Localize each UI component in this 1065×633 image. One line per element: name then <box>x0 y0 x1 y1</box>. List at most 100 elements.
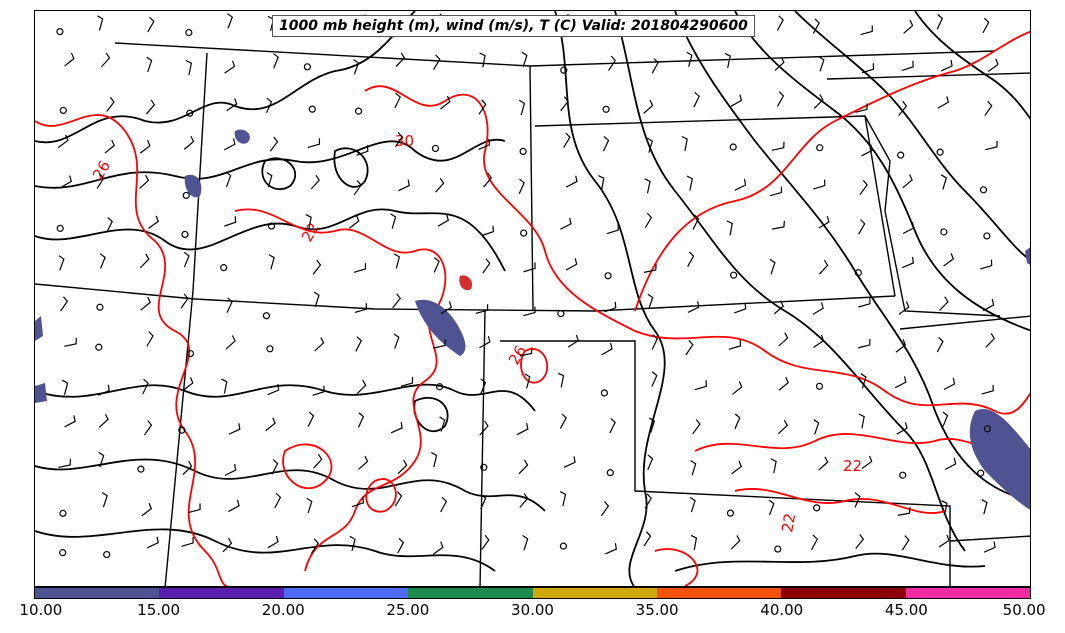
wind-barb <box>813 179 826 190</box>
wind-barb <box>566 175 578 188</box>
wind-barb <box>902 174 913 189</box>
wind-barb <box>147 536 159 549</box>
wind-barb <box>903 19 914 34</box>
wind-barb <box>859 179 868 196</box>
wind-barb <box>731 460 743 475</box>
wind-barb <box>563 132 571 148</box>
wind-barb <box>440 95 451 110</box>
wind-barb <box>861 144 873 157</box>
shade-patch <box>184 174 202 198</box>
map-panel: 26 30 22 26 22 22 <box>34 10 1031 587</box>
wind-barb <box>724 52 731 68</box>
calm-wind-marker <box>730 271 738 279</box>
wind-barb <box>734 302 747 314</box>
wind-barb <box>356 145 369 156</box>
wind-barb <box>182 377 194 391</box>
calm-wind-marker <box>983 425 992 433</box>
wind-barb <box>606 224 619 235</box>
wind-barb <box>140 296 151 311</box>
calm-wind-marker <box>220 264 228 272</box>
wind-barb <box>776 15 784 31</box>
wind-barb <box>313 291 320 307</box>
wind-barb <box>141 502 153 517</box>
contour-label: 30 <box>395 132 414 150</box>
wind-barb <box>62 379 69 395</box>
wind-barb <box>99 253 106 269</box>
shade-patch <box>459 275 473 291</box>
wind-barb <box>390 213 397 229</box>
wind-barb <box>608 55 616 71</box>
wind-barb <box>185 59 193 76</box>
wind-barb <box>985 333 996 348</box>
wind-barb <box>57 134 69 149</box>
wind-barb <box>644 212 653 229</box>
wind-barb <box>730 535 741 550</box>
wind-barb <box>483 172 493 188</box>
wind-barb <box>223 138 236 151</box>
wind-barb <box>182 460 193 475</box>
wind-barb <box>433 257 440 273</box>
wind-barb <box>100 52 111 68</box>
wind-barb <box>897 507 911 516</box>
wind-barb <box>895 339 907 353</box>
map-title: 1000 mb height (m), wind (m/s), T (C) Va… <box>272 15 755 37</box>
wind-barb <box>183 135 195 150</box>
wind-barb <box>818 216 830 229</box>
wind-barb <box>769 186 783 197</box>
contour-labels: 26 30 22 26 22 22 <box>89 132 862 534</box>
map-canvas: 26 30 22 26 22 22 <box>35 11 1030 586</box>
wind-barb <box>734 413 741 429</box>
wind-barb <box>58 458 72 469</box>
wind-barb <box>267 535 279 549</box>
calm-wind-marker <box>602 105 610 113</box>
wind-barb <box>353 180 362 196</box>
shade-patch <box>415 299 466 356</box>
wind-barb <box>726 220 733 236</box>
wind-barb <box>356 379 367 395</box>
contour-label: 26 <box>89 157 114 183</box>
shade-patch <box>1025 247 1030 265</box>
wind-barb <box>941 500 948 516</box>
wind-barb <box>394 491 403 507</box>
wind-barb <box>557 372 565 388</box>
wind-barb <box>519 99 526 116</box>
wind-barb <box>644 493 652 509</box>
wind-barb <box>312 259 322 275</box>
calm-wind-marker <box>815 382 824 390</box>
wind-barb <box>518 178 525 195</box>
wind-barb <box>648 417 656 433</box>
wind-barb <box>97 384 110 396</box>
wind-barb <box>349 535 356 552</box>
calm-wind-marker <box>266 345 274 353</box>
colorbar-segment <box>159 588 284 598</box>
wind-barb <box>64 415 76 428</box>
wind-barb <box>692 419 701 435</box>
wind-barb <box>687 301 700 313</box>
wind-barb <box>565 258 578 271</box>
wind-barb <box>901 535 910 551</box>
wind-barb <box>227 13 234 29</box>
wind-barb <box>854 492 861 508</box>
wind-barb <box>730 94 743 107</box>
wind-barb <box>431 452 438 468</box>
wind-barb <box>643 99 654 114</box>
wind-barb <box>734 178 747 191</box>
calm-wind-marker <box>59 549 67 557</box>
wind-barb <box>310 174 320 190</box>
wind-barb <box>97 15 104 31</box>
wind-barb <box>651 371 658 387</box>
wind-barb <box>224 464 237 476</box>
calm-wind-marker <box>519 147 527 156</box>
wind-barb <box>898 100 908 116</box>
wind-barb <box>180 293 189 309</box>
wind-barb <box>646 137 653 153</box>
wind-barb <box>104 139 115 154</box>
wind-barb <box>643 531 652 547</box>
calm-wind-marker <box>262 312 271 320</box>
wind-barb <box>224 60 236 74</box>
calm-wind-marker <box>774 545 782 553</box>
wind-barb <box>228 423 241 435</box>
colorbar-tick-label: 30.00 <box>511 601 554 619</box>
calm-wind-marker <box>940 228 948 236</box>
wind-barb <box>983 541 996 553</box>
